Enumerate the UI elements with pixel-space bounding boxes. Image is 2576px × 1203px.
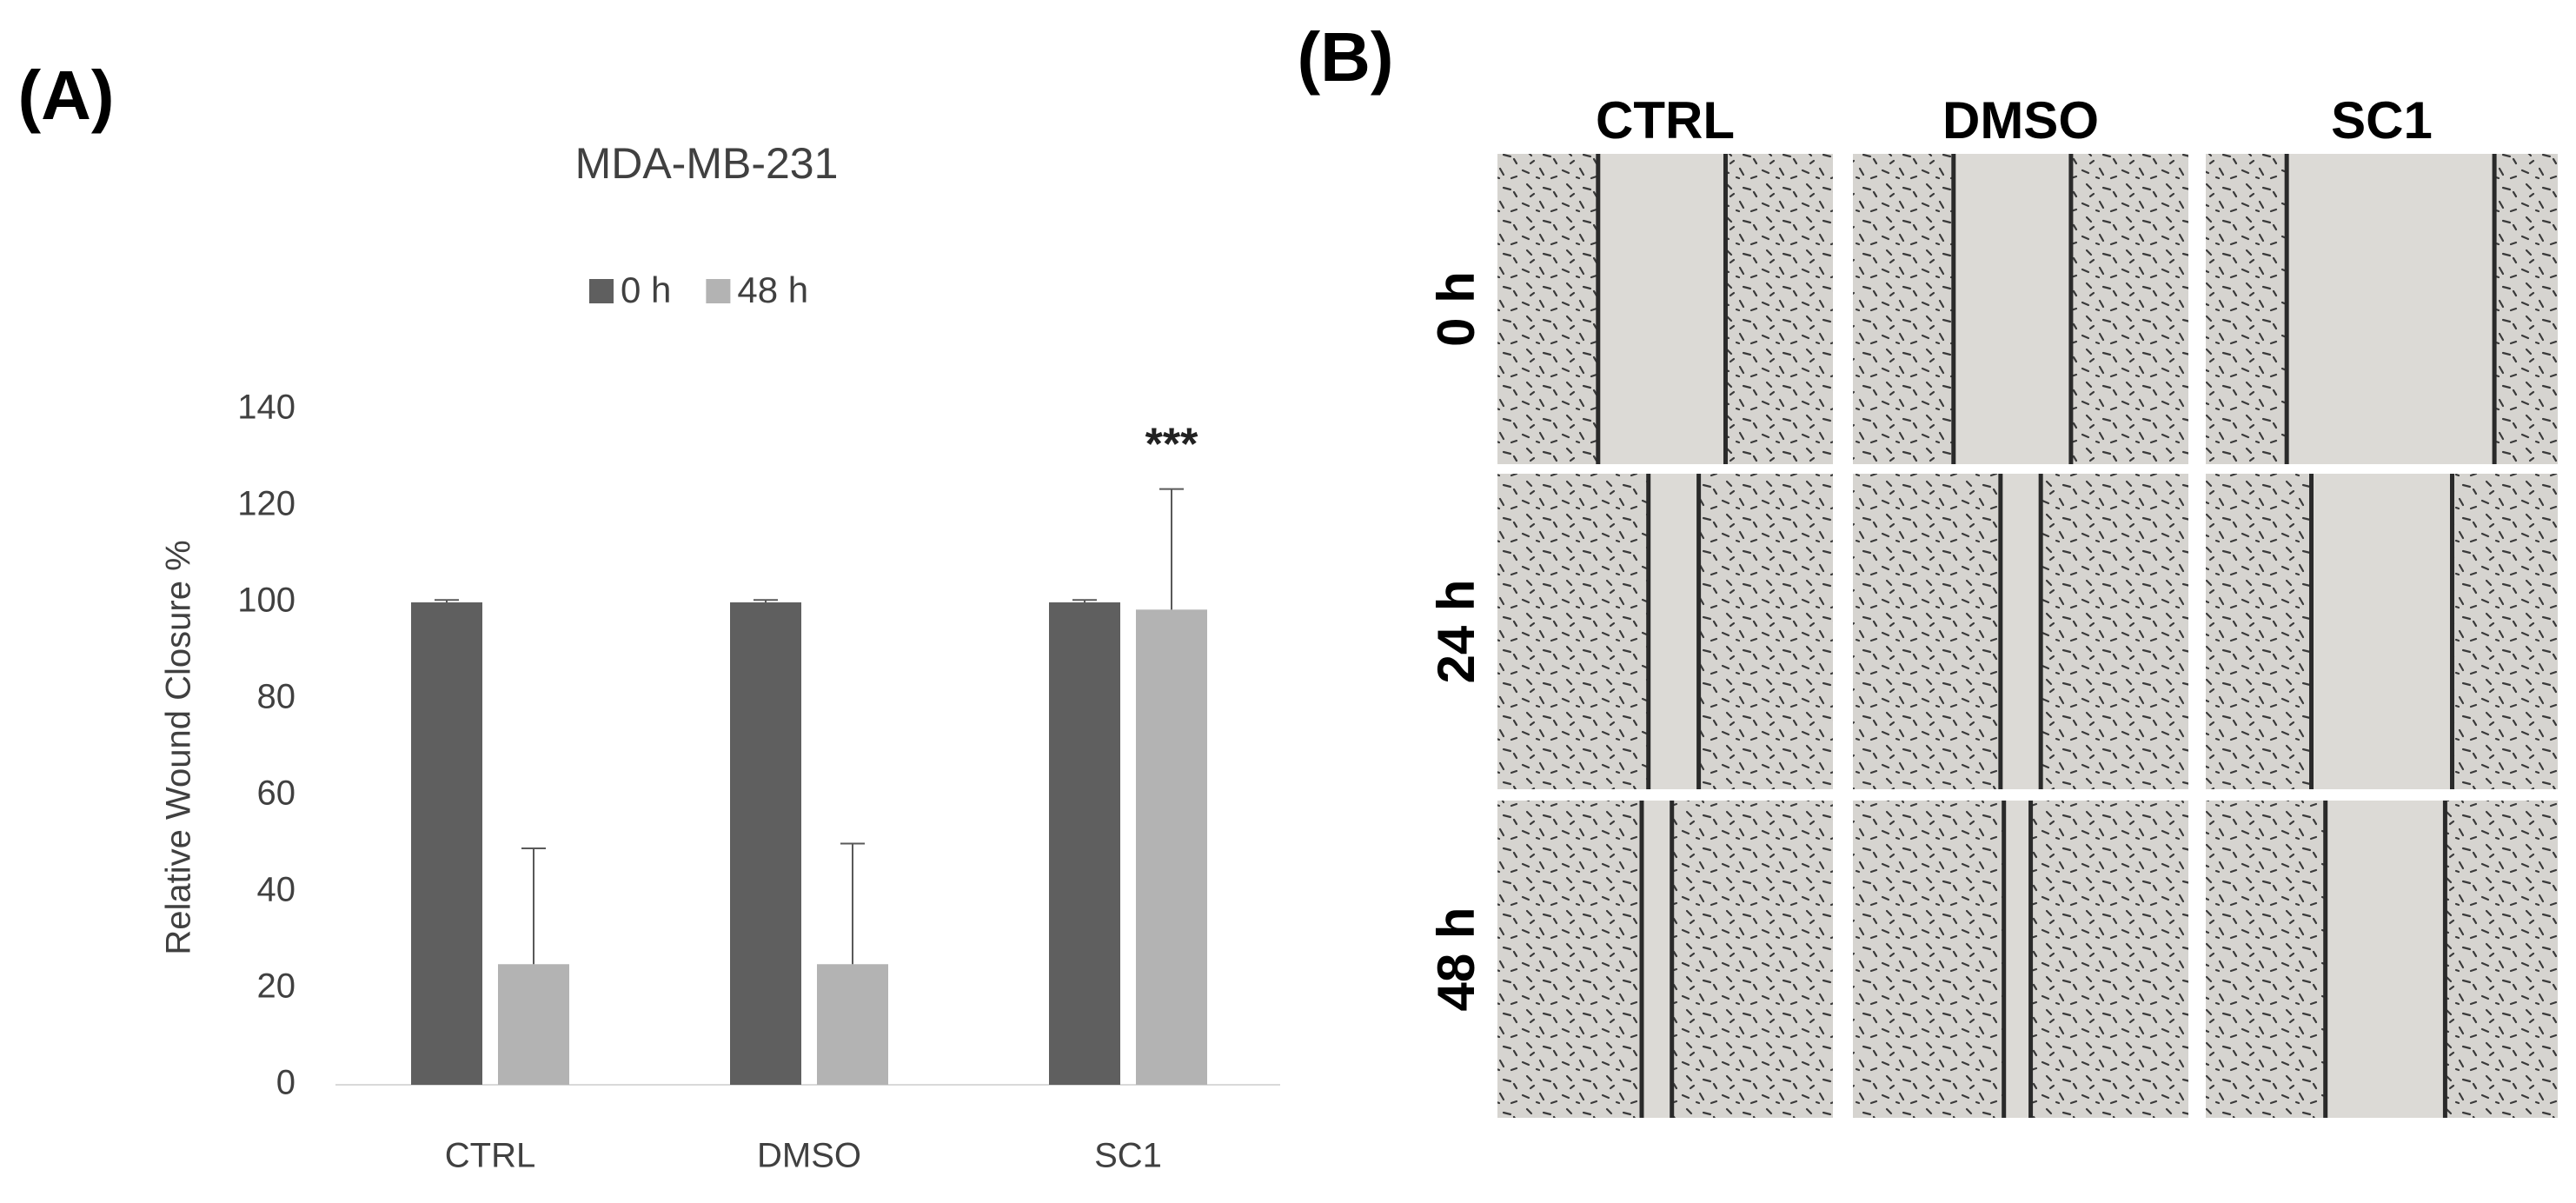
wound-gap bbox=[1953, 154, 2071, 464]
error-bar bbox=[1159, 488, 1184, 610]
wound-gap bbox=[2000, 474, 2042, 789]
y-tick-label: 140 bbox=[237, 389, 295, 427]
error-bar bbox=[435, 599, 459, 602]
annotation: *** bbox=[1145, 419, 1198, 469]
bar bbox=[411, 602, 482, 1085]
y-tick-label: 60 bbox=[257, 774, 296, 813]
row-label: 24 h bbox=[1427, 579, 1485, 683]
y-tick-label: 20 bbox=[257, 967, 296, 1006]
chart-title: MDA-MB-231 bbox=[575, 139, 839, 188]
x-tick-label: SC1 bbox=[1094, 1137, 1162, 1175]
wound-gap bbox=[2325, 801, 2446, 1118]
row-label: 0 h bbox=[1427, 271, 1485, 347]
legend-label: 48 h bbox=[737, 269, 808, 310]
x-tick-label: DMSO bbox=[757, 1137, 861, 1175]
y-tick-label: 80 bbox=[257, 678, 296, 716]
error-bar bbox=[840, 842, 865, 965]
y-axis-label: Relative Wound Closure % bbox=[160, 540, 198, 954]
bar bbox=[498, 964, 569, 1085]
error-bar bbox=[754, 599, 778, 602]
column-label: CTRL bbox=[1596, 91, 1735, 150]
bar bbox=[730, 602, 801, 1085]
column-label: SC1 bbox=[2331, 91, 2433, 150]
column-label: DMSO bbox=[1942, 91, 2099, 150]
wound-gap bbox=[1597, 154, 1726, 464]
y-tick-label: 40 bbox=[257, 871, 296, 909]
wound-gap bbox=[1641, 801, 1672, 1118]
wound-gap bbox=[2003, 801, 2031, 1118]
wound-gap bbox=[1648, 474, 1699, 789]
y-tick-label: 120 bbox=[237, 485, 295, 523]
wound-gap bbox=[2287, 154, 2495, 464]
wound-gap bbox=[2311, 474, 2453, 789]
error-bar bbox=[1072, 599, 1097, 602]
bar bbox=[1049, 602, 1120, 1085]
bar bbox=[1136, 609, 1207, 1085]
legend-swatch bbox=[589, 279, 614, 303]
panel-label: (A) bbox=[17, 56, 114, 134]
y-tick-label: 100 bbox=[237, 582, 295, 620]
x-tick-label: CTRL bbox=[445, 1137, 535, 1175]
y-tick-label: 0 bbox=[276, 1064, 295, 1102]
panel-label: (B) bbox=[1297, 18, 1393, 96]
legend-label: 0 h bbox=[621, 269, 671, 310]
row-label: 48 h bbox=[1427, 907, 1485, 1011]
bar bbox=[817, 964, 888, 1085]
error-bar bbox=[521, 847, 546, 965]
legend-swatch bbox=[706, 279, 731, 303]
